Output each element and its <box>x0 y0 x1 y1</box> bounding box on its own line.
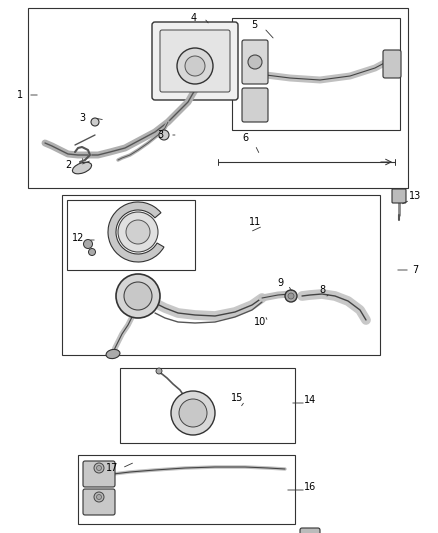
Circle shape <box>88 248 95 255</box>
Text: 5: 5 <box>251 20 257 30</box>
Circle shape <box>94 463 104 473</box>
Circle shape <box>159 130 169 140</box>
Text: 7: 7 <box>412 265 418 275</box>
Bar <box>62 195 380 355</box>
FancyBboxPatch shape <box>83 461 115 487</box>
Bar <box>232 18 400 130</box>
Text: 2: 2 <box>65 160 71 170</box>
Text: 17: 17 <box>106 463 118 473</box>
Circle shape <box>118 212 158 252</box>
Text: 9: 9 <box>277 278 283 288</box>
Text: 12: 12 <box>72 233 84 243</box>
Text: 4: 4 <box>191 13 197 23</box>
Circle shape <box>285 290 297 302</box>
Text: 3: 3 <box>79 113 85 123</box>
Circle shape <box>96 465 102 471</box>
Text: 3: 3 <box>157 130 163 140</box>
Circle shape <box>94 492 104 502</box>
FancyBboxPatch shape <box>152 22 238 100</box>
Circle shape <box>171 391 215 435</box>
Ellipse shape <box>72 162 92 174</box>
Circle shape <box>126 220 150 244</box>
Text: 1: 1 <box>17 90 23 100</box>
Circle shape <box>288 293 294 299</box>
Text: 14: 14 <box>304 395 316 405</box>
Bar <box>67 200 195 270</box>
Circle shape <box>179 399 207 427</box>
Circle shape <box>177 48 213 84</box>
Circle shape <box>84 239 92 248</box>
Circle shape <box>124 282 152 310</box>
Circle shape <box>96 495 102 499</box>
Circle shape <box>91 118 99 126</box>
Circle shape <box>248 55 262 69</box>
Text: 16: 16 <box>304 482 316 492</box>
Text: 6: 6 <box>242 133 248 143</box>
FancyBboxPatch shape <box>300 528 320 533</box>
FancyBboxPatch shape <box>383 50 401 78</box>
FancyBboxPatch shape <box>392 189 406 203</box>
Circle shape <box>116 274 160 318</box>
FancyBboxPatch shape <box>242 40 268 84</box>
Text: 8: 8 <box>319 285 325 295</box>
FancyBboxPatch shape <box>160 30 230 92</box>
Bar <box>120 368 295 443</box>
FancyBboxPatch shape <box>242 88 268 122</box>
Text: 11: 11 <box>249 217 261 227</box>
Wedge shape <box>108 202 164 262</box>
Text: 10: 10 <box>254 317 266 327</box>
Text: 13: 13 <box>409 191 421 201</box>
FancyBboxPatch shape <box>83 489 115 515</box>
Circle shape <box>156 368 162 374</box>
Bar <box>78 455 295 524</box>
Bar <box>28 8 408 188</box>
Text: 15: 15 <box>231 393 243 403</box>
Circle shape <box>185 56 205 76</box>
Ellipse shape <box>106 350 120 359</box>
